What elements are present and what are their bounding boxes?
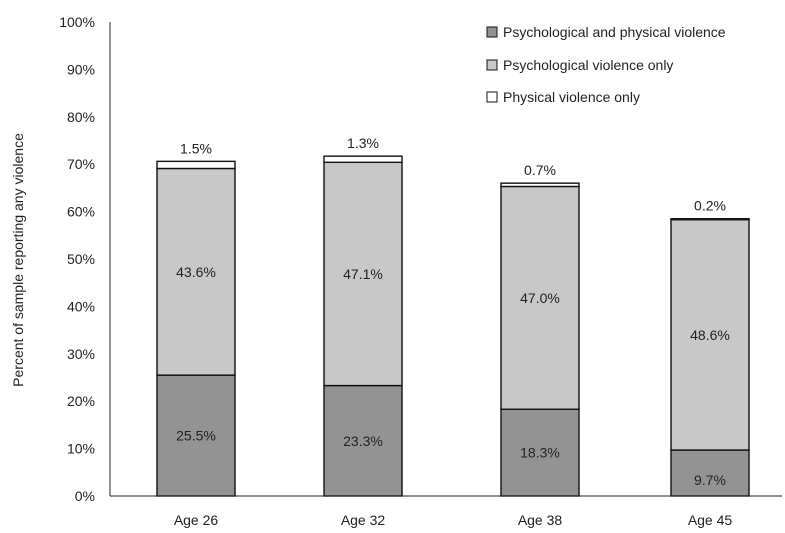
y-tick-label: 70% (67, 156, 95, 172)
y-tick-labels: 0% 10% 20% 30% 40% 50% 60% 70% 80% 90% 100% (59, 14, 95, 504)
y-tick-label: 20% (67, 393, 95, 409)
data-label: 48.6% (690, 327, 730, 343)
y-tick-label: 100% (59, 14, 95, 30)
bar-segments (156, 155, 750, 497)
y-tick-label: 30% (67, 346, 95, 362)
bar-segment (156, 160, 236, 170)
bar-segment (500, 182, 580, 188)
data-label: 43.6% (176, 264, 216, 280)
data-labels: 25.5% 43.6% 1.5% 23.3% 47.1% 1.3% 18.3% 47.0% 0.… (176, 135, 730, 488)
y-tick-label: 10% (67, 441, 95, 457)
bar-segment (323, 155, 403, 164)
data-label: 1.5% (180, 140, 212, 156)
x-tick-label: Age 45 (688, 512, 733, 528)
legend-swatch (486, 91, 498, 103)
bar-segment (156, 374, 236, 497)
bar-segment (500, 185, 580, 410)
y-tick-label: 80% (67, 109, 95, 125)
data-label: 1.3% (347, 135, 379, 151)
data-label: 18.3% (520, 445, 560, 461)
legend: Psychological and physical violence Psych… (486, 24, 726, 105)
data-label: 47.1% (343, 266, 383, 282)
data-label: 47.0% (520, 290, 560, 306)
legend-swatch (486, 26, 498, 38)
y-tick-label: 40% (67, 298, 95, 314)
y-axis-title: Percent of sample reporting any violence (10, 133, 26, 387)
x-tick-label: Age 32 (341, 512, 386, 528)
data-label: 0.2% (694, 198, 726, 214)
data-label: 0.7% (524, 162, 556, 178)
x-tick-labels: Age 26 Age 32 Age 38 Age 45 (174, 512, 733, 528)
y-tick-label: 60% (67, 204, 95, 220)
legend-label: Psychological violence only (503, 57, 673, 73)
legend-label: Psychological and physical violence (503, 24, 726, 40)
data-label: 23.3% (343, 433, 383, 449)
bar-segment (323, 161, 403, 387)
legend-label: Physical violence only (503, 89, 640, 105)
legend-swatch (486, 59, 498, 71)
y-tick-label: 50% (67, 251, 95, 267)
x-tick-label: Age 38 (518, 512, 563, 528)
bar-segment (670, 218, 750, 451)
x-tick-label: Age 26 (174, 512, 219, 528)
bar-segment (670, 218, 750, 221)
data-label: 9.7% (694, 472, 726, 488)
y-tick-label: 90% (67, 61, 95, 77)
bar-segment (156, 167, 236, 376)
axes (109, 22, 782, 497)
y-tick-label: 0% (75, 488, 95, 504)
data-label: 25.5% (176, 428, 216, 444)
